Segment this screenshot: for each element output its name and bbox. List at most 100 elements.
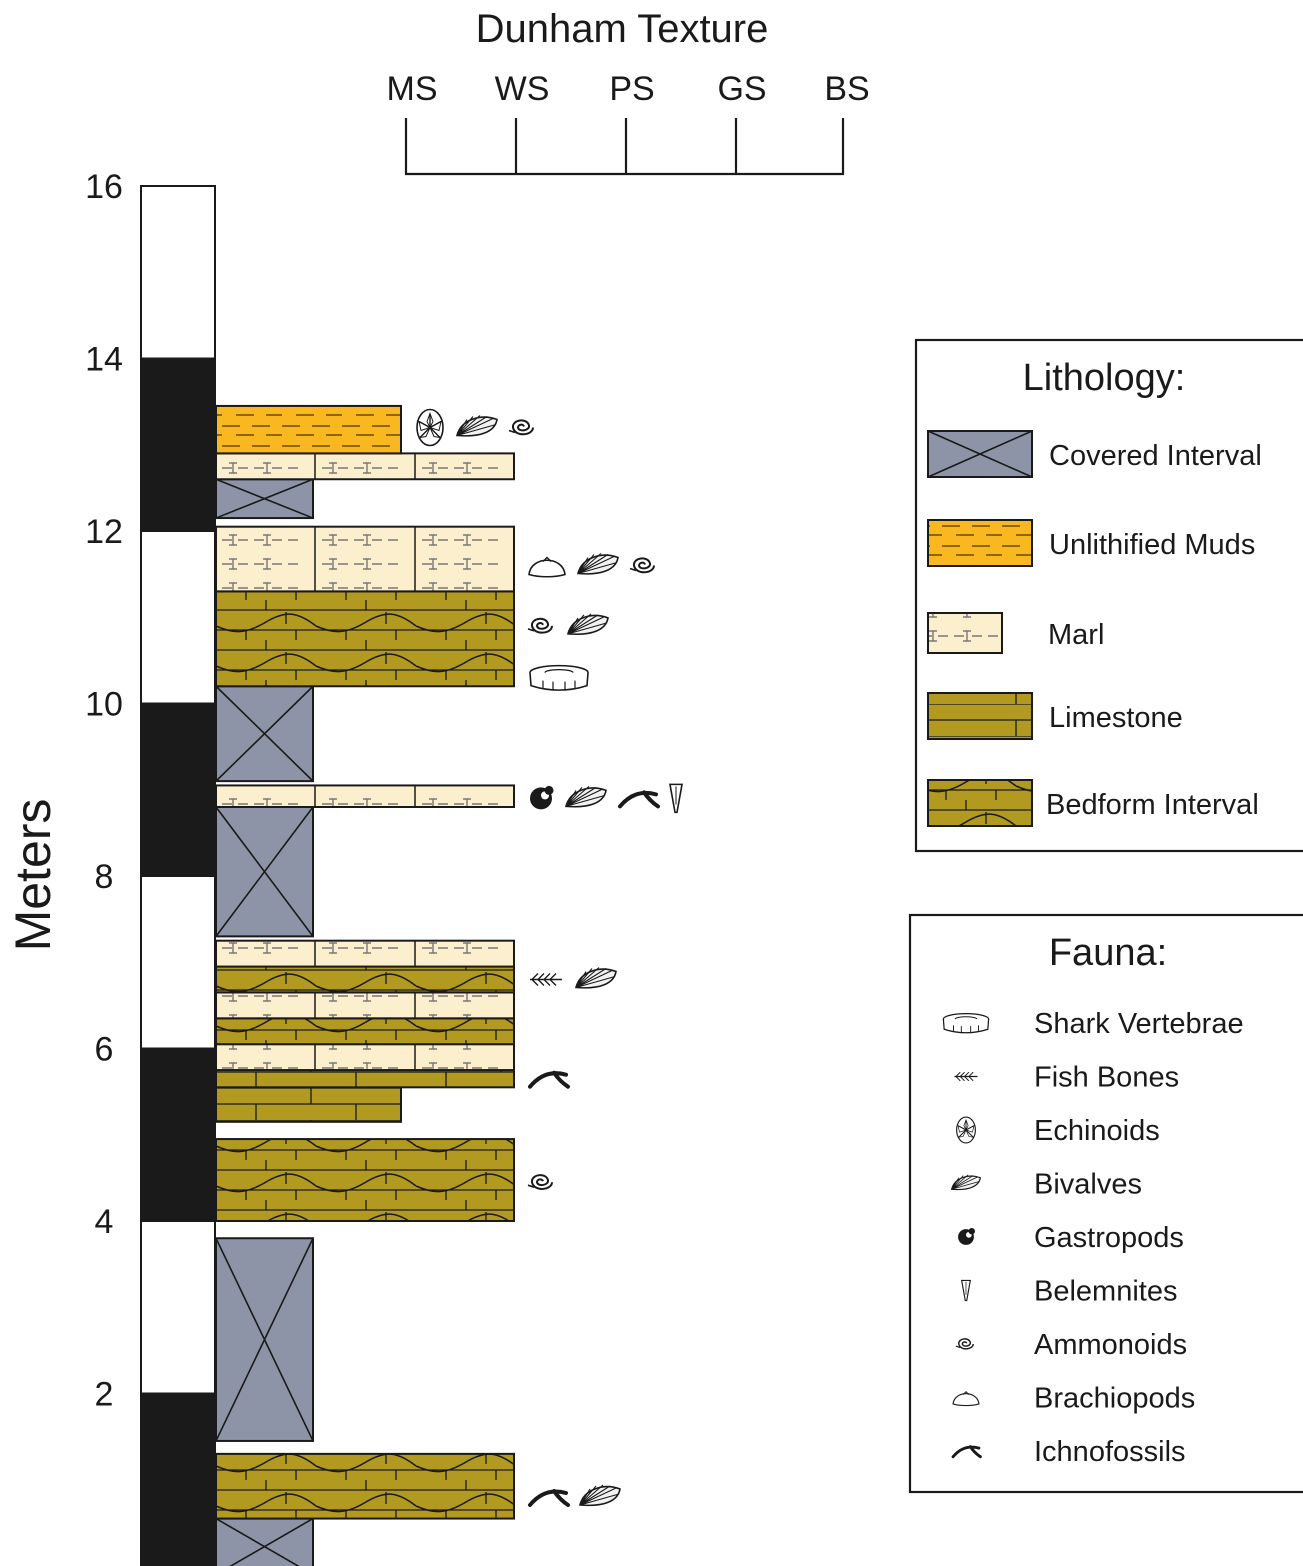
ichno-icon [618, 790, 660, 809]
dunham-class-bs: BS [824, 70, 869, 108]
bivalve-icon [577, 552, 619, 575]
lithology-legend-label: Marl [1048, 619, 1104, 651]
fauna-legend-label: Belemnites [1034, 1276, 1177, 1308]
bivalve-icon [567, 613, 609, 636]
bed-marl [215, 525, 515, 593]
lithology-legend-item-covered: Covered Interval [927, 430, 1262, 478]
fauna-legend-item-gastropod: Gastropods [958, 1222, 1184, 1254]
tick-label-16: 16 [85, 168, 123, 206]
lithology-legend-label: Unlithified Muds [1049, 529, 1255, 561]
fauna-legend-label: Shark Vertebrae [1034, 1008, 1244, 1040]
bivalve-icon [456, 414, 498, 437]
tick-label-2: 2 [95, 1376, 114, 1414]
bed-bedform [215, 1017, 515, 1046]
ammonoid-icon [527, 617, 553, 634]
bed-limestone [215, 1069, 515, 1089]
dunham-class-labels: MS WS PS GS BS [387, 70, 870, 108]
ammonoid-icon [629, 557, 655, 574]
bed-marl [215, 784, 515, 808]
meters-axis-label: Meters [5, 799, 61, 952]
bivalve-icon [565, 785, 607, 808]
dunham-class-ms: MS [387, 70, 438, 108]
scale-band [140, 185, 216, 360]
bed-marl [215, 452, 515, 481]
fauna-legend: Fauna: Shark Vertebrae Fish Bones Echinoid… [908, 913, 1303, 1494]
dunham-scale-bar [404, 118, 845, 176]
swatch-marl-icon [927, 612, 1003, 654]
fauna-legend-item-bivalve: Bivalves [951, 1169, 1142, 1201]
scale-band [140, 1220, 216, 1395]
bed-covered [215, 685, 314, 783]
meter-tick-labels: 16 14 12 10 8 6 4 2 [85, 168, 123, 1414]
bed-marl [215, 991, 515, 1020]
ammonoid-icon [508, 419, 534, 436]
echinoid-icon [416, 408, 444, 447]
scale-band [140, 875, 216, 1050]
lithology-legend-label: Covered Interval [1049, 440, 1262, 472]
dunham-class-gs: GS [717, 70, 766, 108]
lithology-legend-label: Bedform Interval [1046, 789, 1259, 821]
scale-band [140, 1047, 216, 1222]
tick-label-6: 6 [95, 1031, 114, 1069]
ammonoid-icon [527, 1174, 553, 1190]
tick-label-8: 8 [95, 858, 114, 896]
fauna-legend-item-fish: Fish Bones [953, 1062, 1179, 1094]
fauna-legend-item-echinoid: Echinoids [956, 1115, 1160, 1147]
lithology-legend-item-muds: Unlithified Muds [927, 519, 1255, 567]
dunham-title: Dunham Texture [476, 7, 769, 51]
dunham-class-ps: PS [609, 70, 654, 108]
dunham-class-ws: WS [495, 70, 550, 108]
bed-bedform [215, 590, 515, 688]
fauna-legend-label: Bivalves [1034, 1169, 1142, 1201]
brachiopod-icon [528, 556, 566, 578]
scale-band [140, 530, 216, 705]
meter-scale-bar [140, 185, 216, 1566]
gastropod-icon [530, 785, 554, 810]
bed-marl [215, 939, 515, 968]
ichno-icon [528, 1070, 570, 1089]
bed-bedform [215, 1138, 515, 1222]
lithology-legend-item-limestone: Limestone [927, 692, 1183, 740]
fauna-legend-label: Fish Bones [1034, 1062, 1179, 1094]
scale-band [140, 1392, 216, 1566]
swatch-limestone-icon [927, 692, 1033, 740]
lithology-legend-item-bedform: Bedform Interval [927, 779, 1259, 827]
bed-muds [215, 404, 402, 455]
tick-label-12: 12 [85, 513, 123, 551]
fauna-legend-label: Ammonoids [1034, 1329, 1187, 1361]
fauna-legend-item-ichno: Ichnofossils [951, 1436, 1186, 1468]
bed-covered [215, 1237, 314, 1442]
bed-covered [215, 1517, 314, 1566]
fauna-legend-label: Gastropods [1034, 1222, 1184, 1254]
fauna-legend-item-belemnite: Belemnites [961, 1276, 1177, 1308]
shark-legend-icon [942, 1013, 990, 1034]
fauna-legend-item-ammonoid: Ammonoids [955, 1329, 1187, 1361]
tick-label-14: 14 [85, 341, 123, 379]
bed-bedform [215, 1452, 515, 1520]
scale-band [140, 702, 216, 877]
fauna-legend-label: Ichnofossils [1034, 1436, 1186, 1468]
bed-covered [215, 478, 314, 520]
fauna-legend-item-shark: Shark Vertebrae [942, 1008, 1244, 1040]
bivalve-icon [575, 966, 617, 989]
tick-label-4: 4 [95, 1203, 114, 1241]
fauna-legend-title: Fauna: [1049, 932, 1167, 974]
lithology-legend-title: Lithology: [1023, 357, 1186, 399]
fish-icon [529, 972, 563, 987]
lithology-legend: Lithology: Covered Interval Unlithified M… [914, 338, 1303, 853]
fauna-legend-label: Brachiopods [1034, 1383, 1195, 1415]
echinoid-legend-icon [956, 1116, 976, 1144]
lithology-legend-label: Limestone [1049, 702, 1183, 734]
bed-covered [215, 806, 314, 938]
shark-icon [529, 664, 589, 692]
bed-bedform [215, 965, 515, 994]
fauna-legend-label: Echinoids [1034, 1115, 1160, 1147]
bivalve-icon [579, 1484, 621, 1507]
scale-band [140, 357, 216, 532]
tick-label-10: 10 [85, 686, 123, 724]
dunham-texture-header: Dunham Texture MS WS PS GS BS [387, 7, 870, 176]
lithologic-column [215, 404, 515, 1566]
swatch-muds-icon [927, 519, 1033, 567]
bed-limestone [215, 1086, 402, 1123]
